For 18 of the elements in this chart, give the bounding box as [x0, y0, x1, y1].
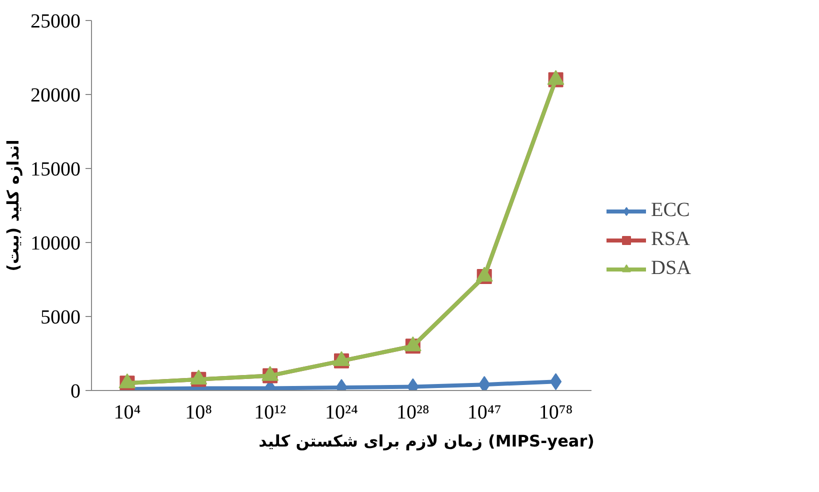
x-tick-label: 10⁴⁷ — [467, 402, 502, 424]
x-tick-label: 10⁷⁸ — [538, 402, 573, 424]
x-tick-label: 10¹² — [254, 402, 286, 424]
legend-label: DSA — [651, 257, 692, 280]
legend-label: RSA — [651, 228, 690, 251]
y-tick-label: 15000 — [30, 158, 80, 180]
x-axis-title: زمان لازم برای شکستن کلید (MIPS-year) — [258, 432, 594, 450]
y-tick-label: 5000 — [40, 306, 80, 328]
y-tick-label: 25000 — [30, 10, 80, 32]
x-tick-label: 10²⁴ — [325, 402, 358, 424]
y-tick-label: 10000 — [30, 232, 80, 254]
x-tick-label: 10²⁸ — [396, 402, 430, 424]
x-tick-label: 10⁴ — [114, 402, 141, 424]
legend-label: ECC — [651, 199, 690, 222]
x-tick-label: 10⁸ — [185, 402, 212, 424]
y-tick-label: 20000 — [30, 84, 80, 106]
y-tick-label: 0 — [70, 380, 80, 402]
y-axis-title: اندازه کلید (بیت) — [4, 140, 22, 272]
